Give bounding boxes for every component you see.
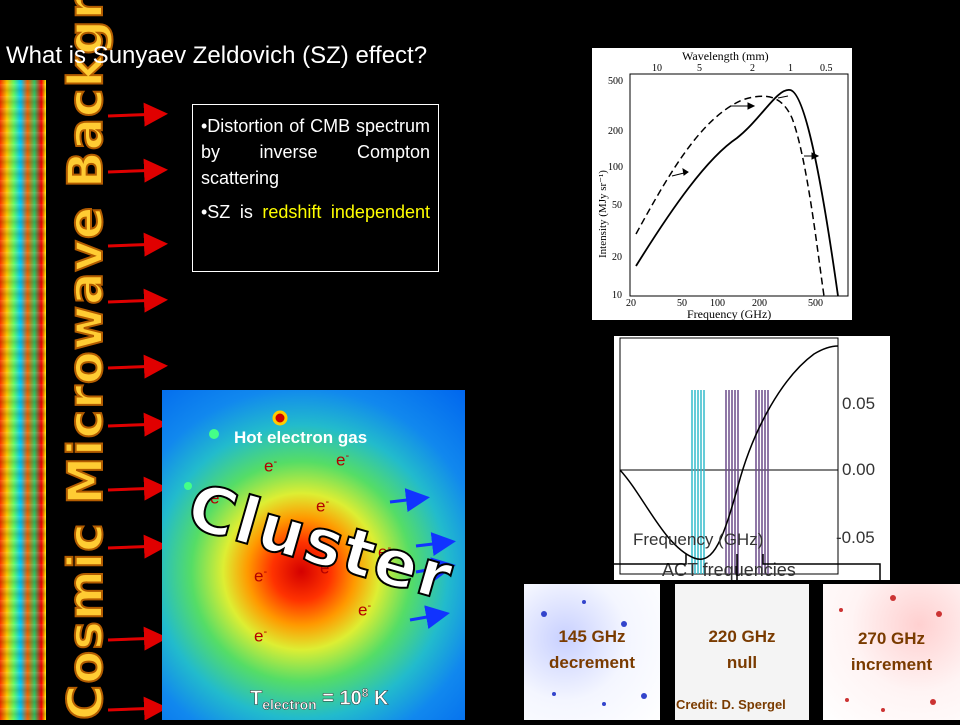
- cluster-xray-image: [162, 390, 465, 720]
- electron-symbol: e-: [358, 600, 372, 620]
- blue-arrow: [415, 557, 456, 581]
- cmb-spectrum-svg: Wavelength (mm) 10 5 2 1 0.5 20 50 100 2…: [597, 49, 849, 321]
- x-tick: 50: [677, 298, 687, 309]
- map-220-desc: null: [726, 653, 758, 672]
- y-tick: 20: [612, 252, 622, 263]
- credit-label: Credit: D. Spergel: [676, 697, 786, 712]
- electron-symbol: e-: [378, 542, 392, 562]
- red-arrow: [107, 696, 168, 720]
- act-frequencies-label: ACT frequencies: [662, 560, 796, 580]
- cmb-spectrum-plot: Wavelength (mm) 10 5 2 1 0.5 20 50 100 2…: [592, 48, 852, 321]
- bullet-redshift-highlight: redshift independent: [262, 202, 431, 222]
- top-tick: 10: [652, 63, 662, 74]
- electron-temperature-label: Telectron = 108 K: [250, 686, 389, 713]
- bullet-redshift-prefix: •SZ is: [201, 202, 263, 222]
- original-spectrum-curve: [635, 95, 825, 297]
- map-220ghz: 220 GHz null: [675, 584, 809, 720]
- map-145-label: 145 GHz decrement: [524, 624, 660, 676]
- cmb-arrows: [107, 102, 168, 720]
- x-tick: 100: [710, 298, 725, 309]
- blue-arrow: [415, 532, 456, 557]
- red-arrow-group: [107, 102, 168, 720]
- sz-y-tick: 0.00: [842, 460, 876, 479]
- act-band-220-hatch: [725, 390, 739, 574]
- sz-y-tick: 0.05: [842, 394, 876, 413]
- red-arrow: [107, 158, 168, 183]
- red-arrow: [107, 476, 168, 501]
- electron-symbol: e-: [264, 456, 278, 476]
- act-band-145-hatch: [691, 390, 705, 574]
- cmb-strip-texture: [0, 80, 46, 720]
- bullet-distortion: •Distortion of CMB spectrum by inverse C…: [201, 116, 430, 188]
- cmb-strip-image: [0, 80, 46, 720]
- sz-plot-y-label: Intensity (MJy/sr): [578, 418, 595, 540]
- map-145-freq: 145 GHz: [558, 627, 626, 646]
- map-220-freq: 220 GHz: [708, 627, 776, 646]
- map-270-label: 270 GHz increment: [823, 626, 960, 678]
- x-tick: 500: [808, 298, 823, 309]
- red-arrow: [107, 626, 168, 651]
- sz-intensity-svg: [619, 337, 839, 575]
- y-tick: 100: [608, 162, 623, 173]
- sz-y-tick: -0.05: [836, 528, 875, 547]
- bullet-redshift: •SZ is redshift independent: [201, 199, 430, 225]
- map-145-desc: decrement: [549, 653, 635, 672]
- map-270-speckle: [839, 595, 942, 712]
- y-tick: 10: [612, 290, 622, 301]
- red-arrow: [107, 534, 168, 559]
- x-tick: 200: [752, 298, 767, 309]
- y-tick: 200: [608, 126, 623, 137]
- top-tick: 5: [697, 63, 702, 74]
- map-270ghz: 270 GHz increment: [823, 584, 960, 720]
- top-tick: 1: [788, 63, 793, 74]
- scattered-photon-arrows: [389, 488, 456, 629]
- map-145-speckle: [541, 600, 647, 706]
- top-axis-label: Wavelength (mm): [682, 49, 769, 63]
- red-arrow: [107, 102, 168, 127]
- y-tick: 500: [608, 76, 623, 87]
- x-axis-label: Frequency (GHz): [687, 307, 771, 320]
- shift-arrows: [671, 95, 820, 177]
- distorted-spectrum-curve: [635, 89, 839, 297]
- red-arrow: [107, 412, 168, 437]
- map-220-label: 220 GHz null: [675, 624, 809, 676]
- electron-symbol: e-: [210, 488, 224, 508]
- map-145ghz: 145 GHz decrement: [524, 584, 660, 720]
- electron-symbol: e-: [254, 626, 268, 646]
- hot-electron-gas-label: Hot electron gas: [234, 428, 368, 447]
- y-axis-label: Intensity (MJy sr⁻¹): [597, 170, 609, 258]
- electron-symbol: e-: [254, 566, 268, 586]
- sz-plot-x-label: Frequency (GHz): [633, 530, 764, 549]
- red-arrow: [107, 232, 168, 257]
- page-title: What is Sunyaev Zeldovich (SZ) effect?: [6, 42, 428, 69]
- red-arrow: [107, 354, 168, 379]
- x-tick: 20: [626, 298, 636, 309]
- electron-symbol: e-: [316, 496, 330, 516]
- cluster-point-sources: [184, 410, 288, 490]
- top-tick: 0.5: [820, 63, 833, 74]
- blue-arrow: [389, 488, 430, 513]
- electron-symbol: e-: [320, 558, 334, 578]
- map-270-freq: 270 GHz: [857, 629, 926, 648]
- map-270-desc: increment: [850, 655, 933, 674]
- y-tick: 50: [612, 200, 622, 211]
- blue-arrow: [409, 605, 450, 629]
- sz-intensity-plot: [614, 336, 890, 580]
- top-tick: 2: [750, 63, 755, 74]
- red-arrow: [107, 288, 168, 313]
- sz-distortion-curve: [619, 345, 839, 560]
- sz-bullet-box: •Distortion of CMB spectrum by inverse C…: [192, 104, 439, 272]
- electron-symbol: e-: [336, 450, 350, 470]
